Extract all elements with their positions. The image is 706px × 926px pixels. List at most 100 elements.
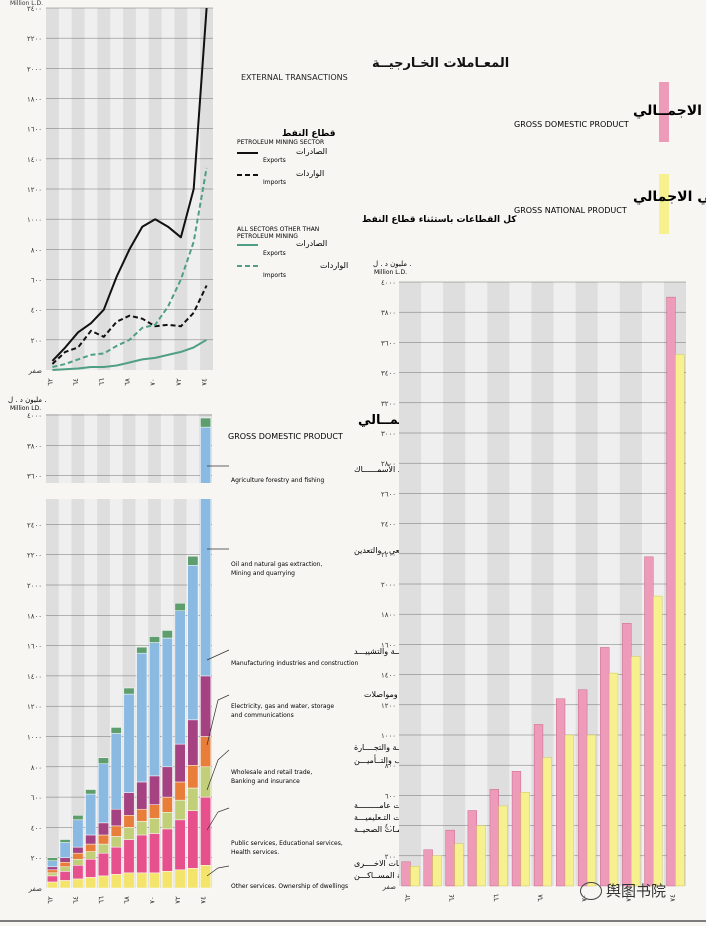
bar-segment-manufacturing (85, 834, 97, 845)
bar-segment-agriculture (59, 839, 71, 843)
bar-segment-other-services (59, 880, 71, 889)
y-tick-label: ٢٠٠٠ (27, 582, 42, 590)
bar-segment-trade (187, 787, 199, 811)
bar-segment-electricity (72, 852, 84, 860)
bar-segment-public-services (187, 810, 199, 869)
legend-gdp-ar: النــاتــج المحلي الاجمــالي (633, 103, 706, 119)
y-tick-label: ٢٢٠٠ (27, 35, 42, 43)
y-tick-label: ٦٠٠ (385, 792, 396, 800)
bar-segment-agriculture (123, 687, 135, 695)
bar-segment-electricity (85, 843, 97, 852)
y-tick-label: ٣٠٠٠ (381, 430, 396, 438)
legend-other-imports-en: Imports (263, 272, 286, 279)
legend-oil-exports-ar: الصادرات (296, 147, 327, 156)
external-title-ar: المعـاملات الخـارجيــة (372, 56, 509, 71)
external-unit-label: Million L.D. (10, 0, 43, 7)
bar-segment-agriculture (200, 417, 212, 428)
gnp-bar (608, 672, 619, 887)
bar-segment-agriculture (110, 727, 122, 734)
bar-segment-agriculture (136, 646, 148, 654)
legend-gdp-en: GROSS DOMESTIC PRODUCT (514, 120, 629, 129)
bar-segment-manufacturing (149, 775, 160, 805)
bar-segment-oil (200, 426, 212, 677)
bar-segment-other-services (110, 874, 122, 889)
bar-segment-public-services (85, 858, 97, 878)
axis-break-gap (46, 483, 212, 499)
y-tick-label: ٦٠٠ (31, 794, 42, 802)
gdp-gnp-legend: النــاتــج المحلي الاجمــالي GROSS DOMES… (514, 82, 706, 234)
y-tick-label: ٢٠٠ (31, 337, 42, 345)
bar-segment-oil (110, 733, 122, 810)
bar-segment-oil (187, 565, 199, 721)
bar-segment-agriculture (161, 630, 173, 639)
legend-public-ar-1: خدمات عامـــــــــة (354, 801, 417, 810)
legend-gnp-ar: النــاتــج القــومــي الاجمالي (633, 189, 706, 205)
leader-trade (206, 749, 230, 791)
x-tick-label: ٦٦ (97, 896, 105, 904)
y-tick-label: ٤٠٠٠ (381, 279, 396, 287)
column-band (46, 414, 59, 888)
y-tick-label: ١٠٠٠ (381, 732, 396, 740)
bar-segment-public-services (123, 839, 135, 874)
legend-other-ar-1: الخـدمـات الاخــــرى (354, 859, 421, 868)
legend-trade-ar-1: تجـارة الجملـة والتجــــارة (354, 743, 439, 752)
bar-segment-trade (72, 858, 84, 866)
gdp-gnp-y-ticks: صفر ٢٠٠ ٤٠٠ ٦٠٠ ٨٠٠ ١٠٠٠ ١٢٠٠ ١٤٠٠ ١٦٠٠ ١٨٠٠ ٢٠٠٠ ٢… (381, 279, 396, 891)
y-tick-label: ١٢٠٠ (27, 186, 42, 194)
column-band (71, 414, 85, 888)
legend-public-ar-2: الخـدمـات التـعليميـــة (354, 813, 426, 822)
petroleum-header-ar: قطاع النفط (282, 129, 336, 139)
bar-segment-electricity (46, 869, 58, 874)
legend-leader-lines (206, 465, 230, 877)
legend-gnp-swatch (659, 174, 669, 234)
legend-manuf-en: Manufacturing industries and constructio… (231, 660, 358, 667)
y-tick-label: ٢٢٠٠ (27, 552, 42, 560)
bar-segment-public-services (46, 875, 58, 883)
bar-segment-trade (123, 827, 135, 840)
bar-segment-electricity (187, 765, 199, 789)
bar-segment-other-services (98, 875, 109, 889)
bar-segment-trade (200, 766, 212, 798)
bar-segment-manufacturing (98, 822, 109, 836)
bar-segment-other-services (123, 872, 135, 889)
x-tick-label: ٧٤ (200, 896, 208, 904)
legend-public-ar-3: الخـدمـات الصحيــة (354, 825, 418, 834)
legend-trade-ar-2: المصـــارف والتــأميـــن (354, 754, 432, 765)
x-tick-label: ٦٢ (46, 896, 54, 904)
bar-segment-oil (123, 693, 135, 793)
legend-elec-en-2: and communications (231, 712, 294, 719)
y-tick-label: ١٠٠٠ (27, 216, 42, 224)
bar-segment-electricity (200, 736, 212, 768)
leader-other (206, 865, 230, 877)
gdp-bar (622, 623, 632, 887)
bar-segment-manufacturing (123, 792, 135, 816)
legend-other-exports-ar: الصادرات (296, 239, 327, 248)
y-tick-label: ٢٤٠٠ (381, 521, 396, 529)
gdp-bar (445, 829, 455, 887)
gdp-sector-chart: صفر ٢٠٠ ٤٠٠ ٦٠٠ ٨٠٠ ١٠٠٠ ١٢٠٠ ١٤٠٠ ١٦٠٠ ١٨٠٠ ٢٠٠٠ ٢… (8, 396, 212, 904)
bar-segment-public-services (72, 865, 84, 880)
bar-segment-manufacturing (110, 808, 122, 827)
bar-segment-agriculture (149, 636, 160, 643)
bar-segment-manufacturing (200, 675, 212, 737)
petroleum-header-en: PETROLEUM MINING SECTOR (237, 139, 324, 146)
chat-bubble-icon (580, 881, 602, 900)
gdp-bar (578, 689, 588, 887)
gdp-bar (511, 771, 522, 887)
y-tick-label: ١٨٠٠ (27, 612, 42, 620)
x-tick-label: ٧٠ (149, 378, 157, 386)
y-tick-label: ٣٦٠٠ (27, 473, 42, 481)
x-tick-label: ٦٤ (72, 378, 80, 386)
bar-segment-manufacturing (72, 846, 84, 854)
gdp-sector-x-ticks: ٦٢ ٦٤ ٦٦ ٦٨ ٧٠ ٧٢ ٧٤ (46, 896, 207, 904)
y-tick-label: ٢٠٠ (31, 855, 42, 863)
y-tick-label: ٢٤٠٠ (27, 521, 42, 529)
gnp-bar (653, 595, 663, 887)
bar-segment-public-services (136, 834, 148, 874)
y-tick-label: ٣٨٠٠ (381, 309, 396, 317)
bar-segment-trade (174, 799, 186, 821)
y-tick-label: ٤٠٠٠ (27, 412, 42, 420)
x-tick-label: ٧٢ (625, 894, 633, 902)
bar-segment-public-services (110, 846, 122, 875)
